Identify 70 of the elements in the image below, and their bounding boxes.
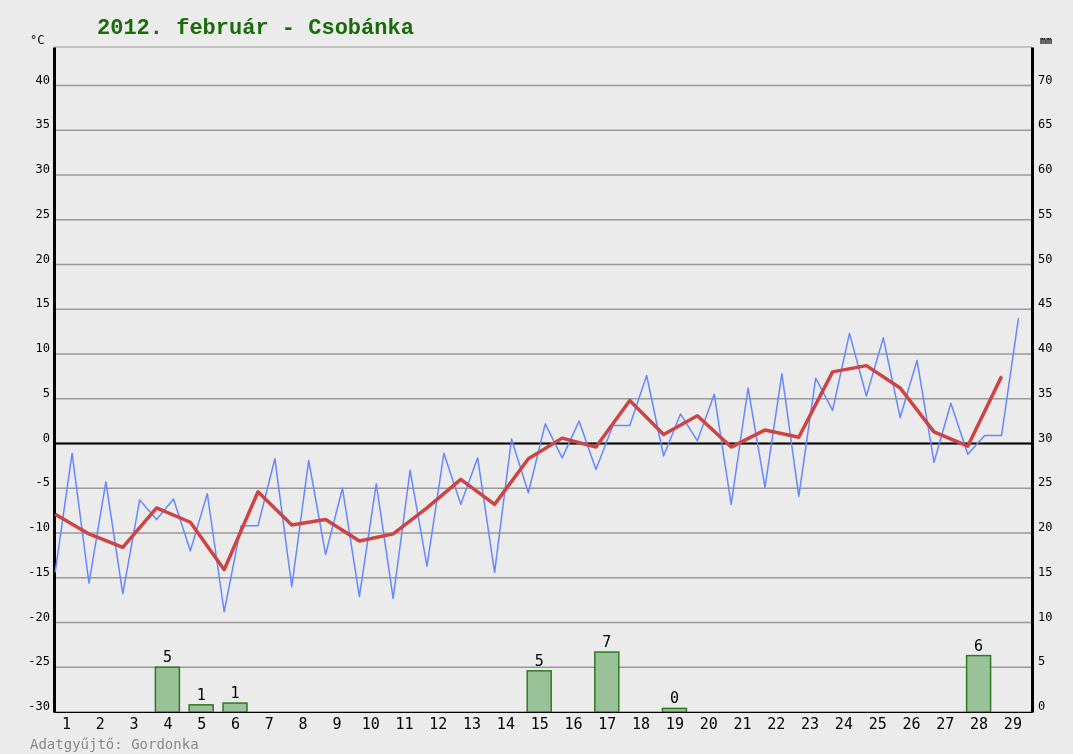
x-tick-label: 26 <box>902 714 921 733</box>
y-tick-label: -15 <box>28 564 50 579</box>
x-tick-label: 21 <box>733 714 752 733</box>
y2-tick-label: 40 <box>1038 341 1053 356</box>
y-tick-label: 30 <box>35 162 50 177</box>
x-tick-label: 22 <box>767 714 786 733</box>
y2-tick-label: 50 <box>1038 251 1053 266</box>
x-tick-label: 24 <box>834 714 853 733</box>
y-tick-label: 20 <box>35 251 50 266</box>
x-tick-label: 20 <box>699 714 718 733</box>
y-tick-label: 25 <box>35 206 50 221</box>
data-label: 0 <box>669 689 679 708</box>
y2-tick-label: 25 <box>1038 475 1053 490</box>
x-tick-label: 2 <box>95 714 105 733</box>
x-tick-label: 13 <box>463 714 482 733</box>
y-tick-label: -20 <box>28 609 50 624</box>
y-tick-label: -25 <box>28 654 50 669</box>
x-tick-label: 14 <box>496 714 515 733</box>
x-tick-label: 6 <box>230 714 241 733</box>
y-tick-label: -30 <box>28 699 50 714</box>
y2-tick-label: 30 <box>1038 430 1053 445</box>
y-tick-label: 10 <box>35 341 50 356</box>
data-label: 1 <box>230 684 240 703</box>
y2-tick-label: 15 <box>1038 564 1053 579</box>
data-label: 5 <box>162 648 172 667</box>
y2-tick-label: 20 <box>1038 520 1053 535</box>
y-tick-label: 35 <box>35 117 50 132</box>
x-tick-label: 12 <box>429 714 448 733</box>
x-tick-label: 11 <box>395 714 414 733</box>
y2-tick-label: 5 <box>1038 654 1046 669</box>
y2-tick-label: 70 <box>1038 72 1053 87</box>
x-tick-label: 3 <box>129 714 139 733</box>
text: Adatgyűjtő: Gordonka <box>30 736 199 752</box>
y2-tick-label: 0 <box>1038 699 1046 714</box>
y2-tick-label: 45 <box>1038 296 1053 311</box>
x-tick-label: 7 <box>264 714 274 733</box>
x-tick-label: 1 <box>61 714 72 733</box>
y-tick-label: -5 <box>35 475 50 490</box>
y2-tick-label: 10 <box>1038 609 1053 624</box>
y-tick-label: 5 <box>42 385 50 400</box>
x-tick-label: 10 <box>361 714 380 733</box>
x-tick-label: 23 <box>801 714 820 733</box>
y-tick-label: 40 <box>35 72 50 87</box>
x-tick-label: 18 <box>632 714 651 733</box>
x-tick-label: 19 <box>665 714 684 733</box>
y2-tick-label: 60 <box>1038 162 1053 177</box>
x-tick-label: 5 <box>197 714 207 733</box>
data-label: 7 <box>602 633 612 652</box>
y-tick-label: 0 <box>42 430 50 445</box>
x-tick-label: 9 <box>332 714 342 733</box>
x-tick-label: 15 <box>530 714 549 733</box>
x-tick-label: 4 <box>163 714 173 733</box>
data-label: 5 <box>534 651 544 670</box>
y-tick-label: -10 <box>28 520 50 535</box>
x-tick-label: 28 <box>970 714 989 733</box>
x-tick-label: 27 <box>936 714 955 733</box>
y2-axis-title: mm <box>1040 35 1053 46</box>
y-tick-label: 15 <box>35 296 50 311</box>
x-tick-label: 29 <box>1003 714 1022 733</box>
y2-tick-label: 65 <box>1038 117 1053 132</box>
y2-tick-label: 55 <box>1038 206 1053 221</box>
x-tick-label: 25 <box>868 714 887 733</box>
data-label: 6 <box>974 636 984 655</box>
y-axis-title: °C <box>30 33 45 47</box>
x-tick-label: 16 <box>564 714 583 733</box>
x-tick-label: 8 <box>298 714 308 733</box>
x-tick-label: 17 <box>598 714 617 733</box>
data-label: 1 <box>196 685 206 704</box>
y2-tick-label: 35 <box>1038 385 1053 400</box>
chart-title: 2012. február - Csobánka <box>97 16 414 41</box>
